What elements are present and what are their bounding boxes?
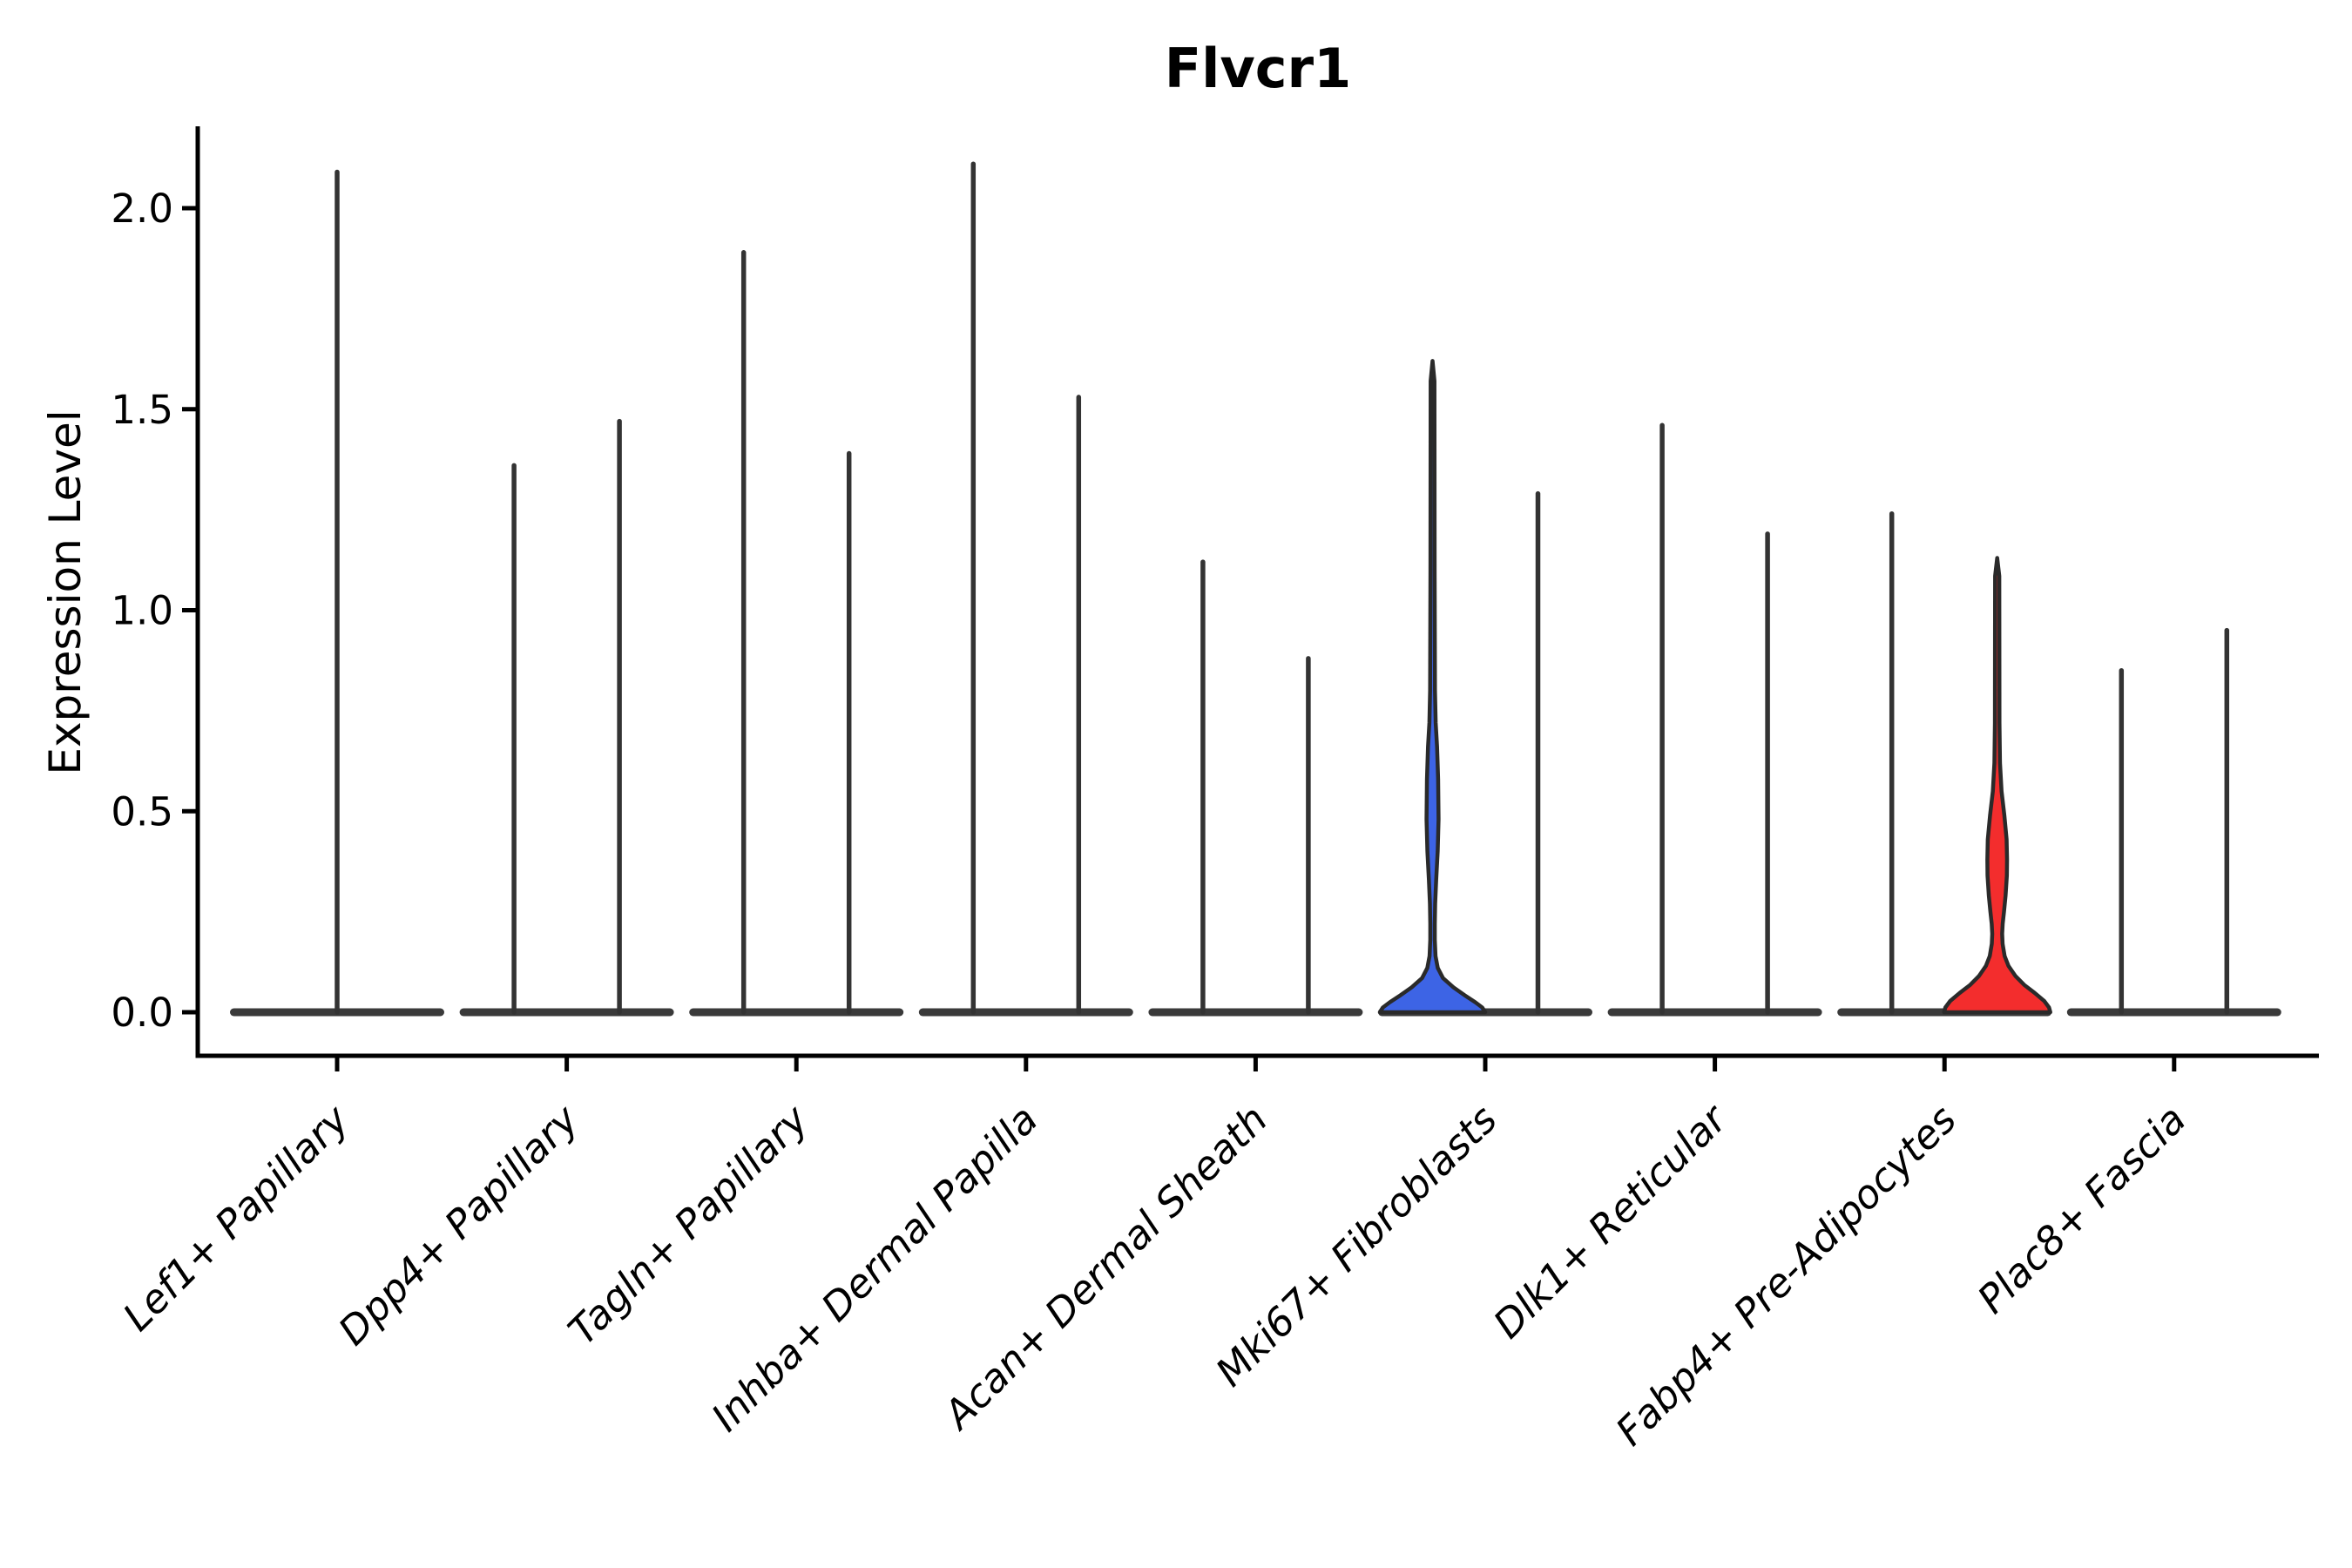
violin-baseline-bar: [459, 1008, 674, 1017]
x-tick-label: Plac8+ Fascia: [1969, 1096, 2195, 1322]
violin-baseline-bar: [2066, 1008, 2281, 1017]
y-axis-label: Expression Level: [40, 409, 91, 774]
violin-baseline-bar: [1607, 1008, 1822, 1017]
y-tick-label: 1.5: [111, 387, 173, 433]
axes: [182, 126, 2319, 1071]
violin-baseline-bar: [918, 1008, 1133, 1017]
violin-spikes: [335, 161, 2230, 1015]
y-tick-label: 0.0: [111, 990, 173, 1036]
violin-body: [1942, 556, 2052, 1015]
y-tick-label: 0.5: [111, 788, 173, 835]
x-tick-label: Dlk1+ Reticular: [1484, 1095, 1737, 1348]
x-tick-label: Dpp4+ Papillary: [329, 1095, 588, 1354]
violin-body: [1377, 359, 1488, 1015]
violin-bodies: [1377, 359, 2052, 1015]
plot-title: Flvcr1: [1165, 37, 1352, 100]
x-tick-label: Tagln+ Papillary: [559, 1095, 818, 1354]
y-tick-label: 1.0: [111, 588, 173, 634]
x-tick-label: Lef1+ Papillary: [114, 1095, 359, 1340]
violin-baseline-bar: [1148, 1008, 1363, 1017]
y-tick-label: 2.0: [111, 186, 173, 232]
violin-baseline-bar: [689, 1008, 904, 1017]
